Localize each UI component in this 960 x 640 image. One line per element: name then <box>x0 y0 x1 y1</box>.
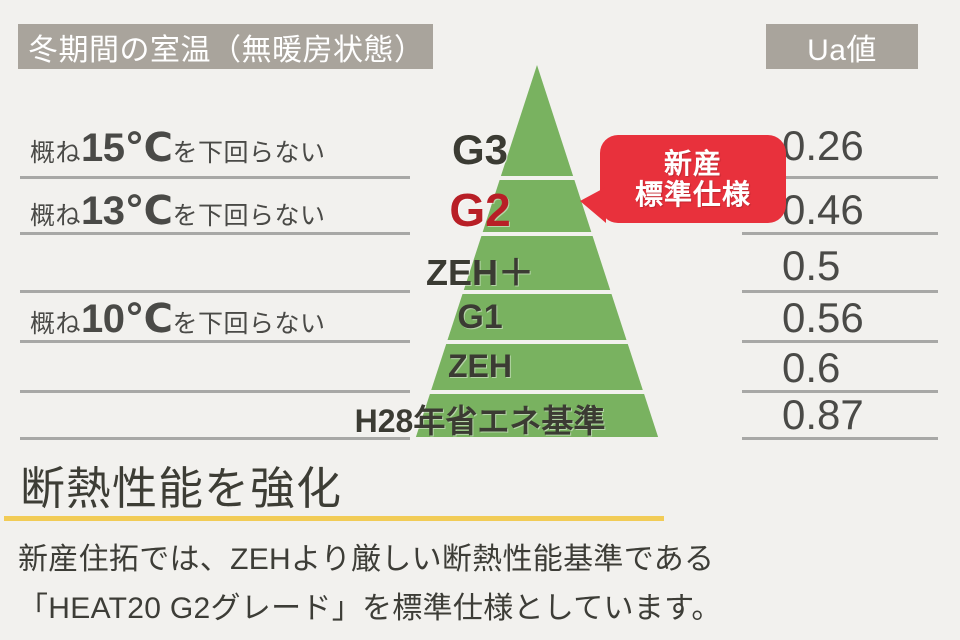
pyramid-tier-zeh <box>431 344 643 390</box>
divider-line <box>742 176 938 179</box>
temperature-row: 概ね 15℃ を下回らない <box>30 128 410 169</box>
footer-body-line-2: 「HEAT20 G2グレード」を標準仕様としています。 <box>18 591 722 625</box>
pyramid-tiers <box>415 65 659 437</box>
temperature-value: 13℃ <box>81 189 173 233</box>
divider-line <box>742 290 938 293</box>
pyramid-tier-g3 <box>500 65 574 176</box>
ua-value-g1: 0.56 <box>782 294 864 341</box>
pyramid-tier-h28 <box>415 394 659 437</box>
footer-body-text: 新産住拓では、ZEHより厳しい断熱性能基準である 「HEAT20 G2グレード」… <box>18 536 948 633</box>
standard-spec-badge: 新産 標準仕様 <box>580 135 786 223</box>
footer-body-line-1: 新産住拓では、ZEHより厳しい断熱性能基準である <box>18 543 715 576</box>
pyramid-tier-zeh-plus <box>463 236 611 290</box>
temperature-row: 概ね 13℃ を下回らない <box>30 191 410 232</box>
divider-line <box>20 340 410 343</box>
temperature-row: 概ね 10℃ を下回らない <box>30 299 410 340</box>
divider-line <box>20 437 410 440</box>
temperature-prefix: 概ね <box>30 310 82 338</box>
divider-line <box>742 232 938 235</box>
ua-value-g2: 0.46 <box>782 186 864 233</box>
ua-value-h28: 0.87 <box>782 391 864 438</box>
divider-line <box>742 340 938 343</box>
temperature-value: 10℃ <box>81 297 173 341</box>
ua-value-zeh-plus: 0.5 <box>782 242 841 289</box>
temperature-value: 15℃ <box>81 126 173 170</box>
ua-value-g3: 0.26 <box>782 122 864 169</box>
footer-headline: 断熱性能を強化 <box>20 463 343 514</box>
temperature-prefix: 概ね <box>30 202 82 230</box>
pyramid-tier-g1 <box>447 294 627 340</box>
badge-line-1: 新産 <box>663 147 722 179</box>
divider-line <box>742 437 938 440</box>
ua-value-banner: Ua値 <box>766 24 918 69</box>
headline-underline <box>4 516 664 521</box>
winter-room-temp-banner: 冬期間の室温（無暖房状態） <box>18 24 433 69</box>
badge-line-2: 標準仕様 <box>634 179 751 210</box>
divider-line <box>20 176 410 179</box>
pyramid-tier-g2 <box>482 180 592 232</box>
divider-line <box>20 232 410 235</box>
temperature-suffix: を下回らない <box>172 202 326 230</box>
divider-line <box>742 390 938 393</box>
ua-value-zeh: 0.6 <box>782 344 841 391</box>
temperature-suffix: を下回らない <box>172 139 326 167</box>
divider-line <box>20 390 410 393</box>
temperature-suffix: を下回らない <box>172 310 326 338</box>
temperature-prefix: 概ね <box>30 139 82 167</box>
divider-line <box>20 290 410 293</box>
